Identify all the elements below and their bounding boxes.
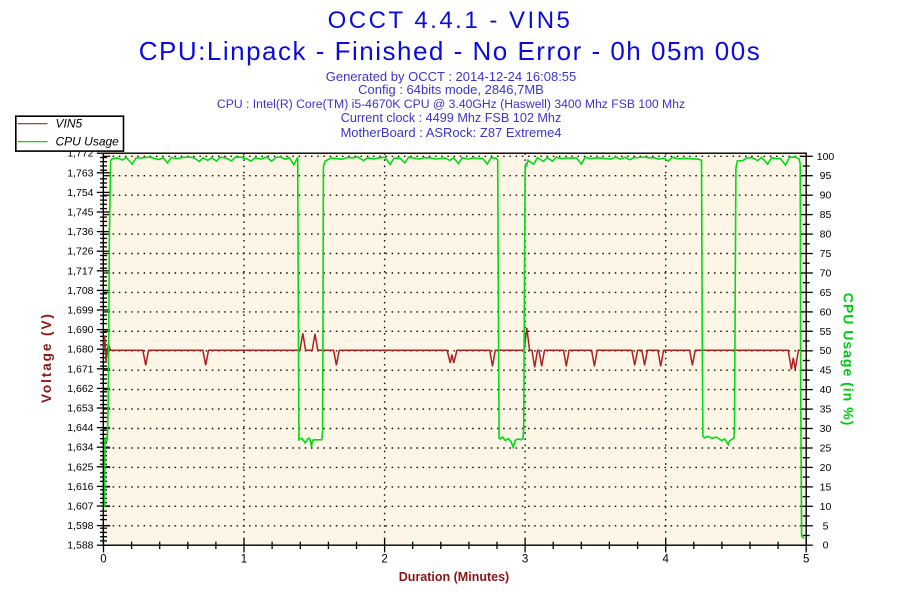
svg-text:85: 85 bbox=[820, 209, 832, 221]
svg-text:Voltage (V): Voltage (V) bbox=[39, 312, 54, 403]
svg-text:25: 25 bbox=[820, 443, 832, 455]
svg-text:65: 65 bbox=[820, 287, 832, 299]
svg-text:1,616: 1,616 bbox=[67, 481, 93, 493]
svg-text:1,644: 1,644 bbox=[67, 422, 93, 434]
svg-text:VIN5: VIN5 bbox=[56, 116, 83, 130]
svg-text:40: 40 bbox=[820, 384, 832, 396]
svg-text:45: 45 bbox=[820, 365, 832, 377]
svg-text:10: 10 bbox=[820, 501, 832, 513]
svg-text:1,588: 1,588 bbox=[67, 540, 93, 552]
svg-text:1,680: 1,680 bbox=[67, 344, 93, 356]
svg-text:1: 1 bbox=[241, 554, 247, 566]
svg-text:75: 75 bbox=[820, 248, 832, 260]
svg-text:35: 35 bbox=[820, 404, 832, 416]
svg-text:1,607: 1,607 bbox=[67, 501, 93, 513]
svg-text:Duration (Minutes): Duration (Minutes) bbox=[399, 570, 509, 584]
svg-text:15: 15 bbox=[820, 481, 832, 493]
svg-text:90: 90 bbox=[820, 190, 832, 202]
svg-text:1,625: 1,625 bbox=[67, 461, 93, 473]
svg-text:50: 50 bbox=[820, 345, 832, 357]
svg-text:20: 20 bbox=[820, 462, 832, 474]
svg-text:4: 4 bbox=[662, 554, 669, 566]
svg-text:1,662: 1,662 bbox=[67, 383, 93, 395]
svg-text:1,754: 1,754 bbox=[67, 187, 93, 199]
svg-text:60: 60 bbox=[820, 306, 832, 318]
svg-text:30: 30 bbox=[820, 423, 832, 435]
svg-text:80: 80 bbox=[820, 229, 832, 241]
svg-text:70: 70 bbox=[820, 268, 832, 280]
svg-text:1,708: 1,708 bbox=[67, 285, 93, 297]
svg-text:1,653: 1,653 bbox=[67, 403, 93, 415]
svg-text:0: 0 bbox=[100, 554, 106, 566]
svg-text:5: 5 bbox=[823, 520, 829, 532]
svg-text:1,763: 1,763 bbox=[67, 167, 93, 179]
svg-text:95: 95 bbox=[820, 170, 832, 182]
svg-text:1,690: 1,690 bbox=[67, 324, 93, 336]
svg-text:1,634: 1,634 bbox=[67, 442, 93, 454]
svg-text:2: 2 bbox=[381, 554, 387, 566]
svg-text:5: 5 bbox=[803, 554, 809, 566]
svg-text:CPU Usage: CPU Usage bbox=[56, 134, 120, 148]
svg-text:1,598: 1,598 bbox=[67, 520, 93, 532]
svg-text:1,736: 1,736 bbox=[67, 226, 93, 238]
svg-text:1,699: 1,699 bbox=[67, 305, 93, 317]
svg-text:1,671: 1,671 bbox=[67, 363, 93, 375]
svg-text:1,745: 1,745 bbox=[67, 207, 93, 219]
svg-text:1,717: 1,717 bbox=[67, 265, 93, 277]
svg-text:3: 3 bbox=[522, 554, 528, 566]
svg-text:1,726: 1,726 bbox=[67, 246, 93, 258]
svg-text:100: 100 bbox=[817, 151, 835, 163]
svg-text:55: 55 bbox=[820, 326, 832, 338]
svg-text:CPU Usage (in %): CPU Usage (in %) bbox=[841, 293, 857, 426]
svg-text:0: 0 bbox=[823, 540, 829, 552]
